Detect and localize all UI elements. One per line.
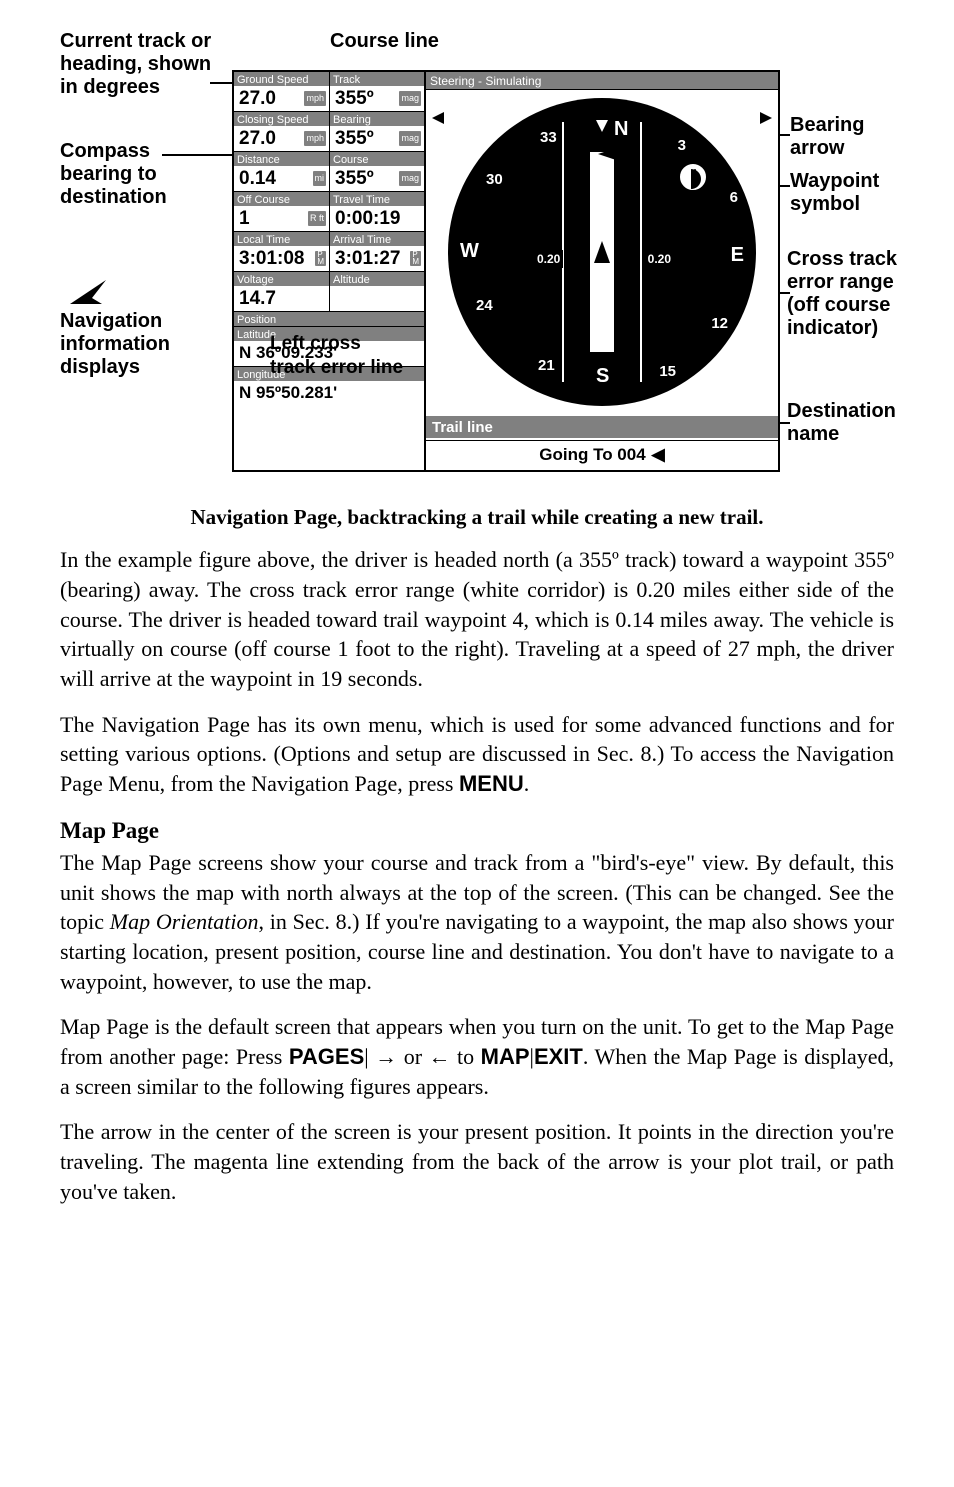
- status-bar: Steering - Simulating: [426, 72, 778, 90]
- tick-33: 33: [540, 128, 557, 148]
- arrival-val: 3:01:27P M: [330, 246, 424, 271]
- label-destination-name: Destination name: [787, 400, 896, 446]
- tick-30: 30: [486, 170, 503, 190]
- corner-tri-icon: [760, 112, 772, 124]
- local-head: Local Time: [234, 232, 329, 246]
- range-left: 0.20: [534, 250, 563, 268]
- destination-bar: Going To 004 ◀: [426, 440, 778, 470]
- label-bearing-arrow: Bearing arrow: [790, 114, 864, 160]
- trail-line-bar: Trail line: [426, 416, 778, 438]
- label-waypoint-symbol: Waypoint symbol: [790, 170, 879, 216]
- tick-3: 3: [678, 136, 686, 156]
- figure-caption: Navigation Page, backtracking a trail wh…: [60, 503, 894, 531]
- range-right: 0.20: [645, 250, 674, 268]
- label-nav-info: Navigation information displays: [60, 310, 170, 379]
- compass-w: W: [460, 238, 479, 265]
- altitude-head: Altitude: [330, 272, 424, 286]
- closing-speed-head: Closing Speed: [234, 112, 329, 126]
- offcourse-val: 1R ft: [234, 206, 329, 231]
- label-compass-bearing: Compass bearing to destination: [60, 140, 167, 209]
- paragraph-3: The Map Page screens show your course an…: [60, 848, 894, 996]
- section-map-page: Map Page: [60, 815, 894, 846]
- bearing-arrow-icon: [598, 146, 622, 162]
- compass-panel: Steering - Simulating N S E W 33 3 30: [426, 72, 778, 470]
- offcourse-head: Off Course: [234, 192, 329, 206]
- voltage-head: Voltage: [234, 272, 329, 286]
- label-cross-track: Cross track error range (off course indi…: [787, 248, 897, 340]
- bearing-val: 355ºmag: [330, 126, 424, 151]
- ground-speed-head: Ground Speed: [234, 72, 329, 86]
- paragraph-2: The Navigation Page has its own menu, wh…: [60, 710, 894, 799]
- tick-6: 6: [730, 188, 738, 208]
- tick-15: 15: [659, 362, 676, 382]
- key-exit: EXIT: [534, 1044, 583, 1069]
- local-val: 3:01:08P M: [234, 246, 329, 271]
- label-course-line: Course line: [330, 30, 439, 53]
- distance-head: Distance: [234, 152, 329, 166]
- voltage-val: 14.7: [234, 286, 329, 311]
- closing-speed-val: 27.0mph: [234, 126, 329, 151]
- arrival-head: Arrival Time: [330, 232, 424, 246]
- position-arrow-icon: [594, 241, 610, 263]
- tick-21: 21: [538, 356, 555, 376]
- track-head: Track: [330, 72, 424, 86]
- distance-val: 0.14mi: [234, 166, 329, 191]
- tick-24: 24: [476, 296, 493, 316]
- label-left-cross: Left cross: [270, 331, 361, 357]
- course-head: Course: [330, 152, 424, 166]
- label-track-heading: Current track or heading, shown in degre…: [60, 30, 211, 99]
- travel-head: Travel Time: [330, 192, 424, 206]
- compass-rose: N S E W 33 3 30 6 24 12 21 15 0.20 0.20: [448, 98, 756, 406]
- key-menu: MENU: [459, 771, 524, 796]
- map-orientation-ref: Map Orientation: [110, 909, 259, 934]
- bearing-head: Bearing: [330, 112, 424, 126]
- nav-arrow-icon: [70, 280, 106, 304]
- ground-speed-val: 27.0mph: [234, 86, 329, 111]
- longitude-val: N 95º50.281': [234, 381, 424, 406]
- navigation-figure: Current track or heading, shown in degre…: [60, 30, 894, 495]
- course-val: 355ºmag: [330, 166, 424, 191]
- paragraph-1: In the example figure above, the driver …: [60, 545, 894, 693]
- paragraph-5: The arrow in the center of the screen is…: [60, 1117, 894, 1206]
- corner-tri-icon: [432, 112, 444, 124]
- travel-val: 0:00:19: [330, 206, 424, 231]
- label-track-error-line: track error line: [270, 355, 403, 381]
- position-head: Position: [234, 312, 424, 326]
- compass-e: E: [731, 242, 744, 269]
- tick-12: 12: [711, 314, 728, 334]
- key-pages: PAGES: [289, 1044, 364, 1069]
- paragraph-4: Map Page is the default screen that appe…: [60, 1012, 894, 1101]
- compass-n: N: [614, 116, 628, 143]
- track-val: 355ºmag: [330, 86, 424, 111]
- compass-s: S: [596, 363, 609, 390]
- altitude-val: [330, 286, 424, 311]
- info-panel: Ground Speed 27.0mph Track 355ºmag Closi…: [234, 72, 426, 470]
- waypoint-symbol-icon: [680, 164, 706, 190]
- key-map: MAP: [481, 1044, 530, 1069]
- device-screenshot: Ground Speed 27.0mph Track 355ºmag Closi…: [232, 70, 780, 472]
